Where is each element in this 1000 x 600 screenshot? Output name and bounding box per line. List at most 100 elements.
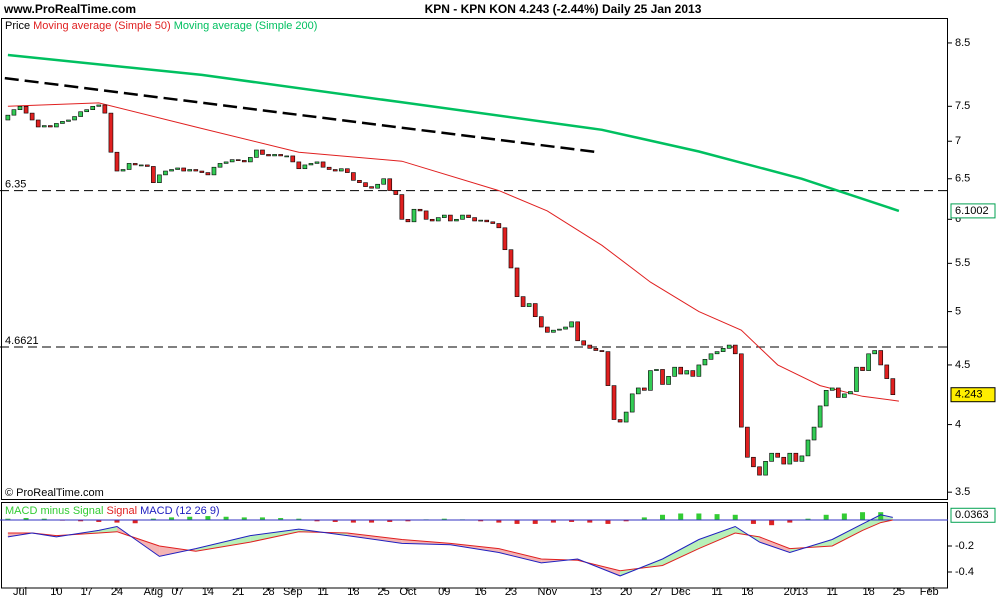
histogram-bar — [78, 519, 84, 522]
macd-fill — [862, 514, 881, 531]
histogram-bar — [623, 519, 629, 522]
histogram-bar — [569, 519, 575, 522]
candle-body — [623, 411, 629, 423]
candle-body — [175, 167, 180, 170]
candle-body — [490, 221, 496, 224]
histogram-bar — [514, 519, 520, 524]
x-tick-label: 27 — [650, 586, 662, 598]
candle-body — [581, 340, 587, 346]
candle-body — [260, 149, 265, 155]
candle-body — [732, 344, 738, 355]
candle-body — [460, 214, 465, 220]
candle-body — [866, 353, 871, 371]
candle-body — [60, 121, 65, 124]
histogram-bar — [478, 519, 484, 522]
candle-body — [278, 154, 283, 157]
x-tick-label: Jul — [13, 586, 27, 598]
value-box — [950, 203, 996, 219]
candle-body — [441, 214, 447, 218]
value-box — [950, 387, 996, 403]
candle-body — [551, 329, 556, 333]
candle-body — [114, 151, 120, 172]
candle-body — [181, 167, 186, 172]
candle-body — [205, 172, 211, 176]
candle-body — [11, 109, 17, 116]
histogram-bar — [550, 519, 556, 523]
candle-body — [605, 351, 611, 386]
candle-body — [726, 344, 732, 349]
candle-body — [848, 391, 853, 395]
candle-body — [351, 172, 356, 181]
histogram-bar — [769, 519, 775, 526]
level-label: 6.35 — [5, 178, 26, 190]
candle-body — [563, 326, 568, 330]
macd-fill — [498, 548, 542, 563]
legend-macd: MACD (12 26 9) — [140, 505, 219, 517]
legend-histogram: MACD minus Signal — [5, 505, 103, 517]
candle-body — [666, 376, 671, 385]
macd-fill — [759, 536, 790, 553]
candle-body — [448, 214, 453, 222]
value-box-label: 6.1002 — [955, 205, 989, 217]
histogram-bar — [441, 518, 447, 520]
candle-body — [611, 385, 617, 420]
histogram-bar — [641, 517, 647, 520]
candle-body — [454, 218, 459, 222]
macd-fill — [662, 539, 699, 566]
candle-body — [223, 161, 229, 164]
candle-body — [654, 369, 659, 371]
x-tick-label: 11 — [317, 586, 328, 598]
level-label: 4.6621 — [5, 335, 39, 347]
macd-fill — [195, 535, 251, 552]
candle-body — [678, 366, 683, 375]
candle-body — [23, 106, 29, 114]
site-name: www.ProRealTime.com — [3, 2, 136, 16]
candle-body — [381, 178, 386, 185]
histogram-bar — [114, 519, 120, 523]
histogram-bar — [532, 519, 538, 524]
candle-body — [211, 166, 217, 176]
candle-body — [817, 405, 823, 428]
candle-body — [35, 119, 41, 128]
candle-body — [29, 112, 35, 121]
histogram-bar — [732, 514, 738, 520]
candle-body — [369, 186, 374, 189]
candle-body — [41, 125, 47, 128]
histogram-bar — [696, 513, 702, 520]
x-tick-label: Dec — [671, 586, 691, 598]
x-tick-label: 10 — [50, 586, 62, 598]
candle-body — [235, 159, 241, 161]
candle-body — [842, 393, 847, 398]
x-tick-label: 13 — [590, 586, 602, 598]
candle-body — [769, 452, 774, 462]
candle-body — [290, 155, 296, 163]
candle-body — [520, 296, 526, 307]
candle-body — [120, 169, 126, 172]
x-tick-label: Oct — [399, 586, 416, 598]
x-tick-label: 25 — [893, 586, 905, 598]
histogram-bar — [587, 519, 593, 523]
histogram-bar — [259, 517, 265, 520]
y-tick-label: -0.2 — [955, 540, 974, 552]
candle-body — [423, 210, 429, 220]
candle-body — [5, 114, 11, 121]
candle-body — [314, 161, 320, 164]
histogram-bar — [23, 518, 29, 520]
candle-body — [629, 393, 635, 413]
histogram-bar — [878, 512, 884, 520]
x-tick-label: 25 — [378, 586, 390, 598]
candle-body — [805, 439, 811, 457]
histogram-bar — [678, 513, 684, 520]
histogram-bar — [205, 516, 211, 520]
price-legend: Price Moving average (Simple 50) Moving … — [5, 20, 317, 32]
candle-body — [466, 214, 471, 218]
candle-body — [575, 321, 580, 342]
candle-body — [508, 249, 514, 269]
y-tick-label: 5.5 — [955, 257, 970, 269]
histogram-bar — [660, 514, 666, 520]
candle-body — [811, 426, 817, 441]
candle-body — [860, 366, 865, 371]
macd-panel — [1, 502, 948, 589]
x-tick-label: 21 — [232, 586, 244, 598]
candle-body — [514, 267, 520, 297]
